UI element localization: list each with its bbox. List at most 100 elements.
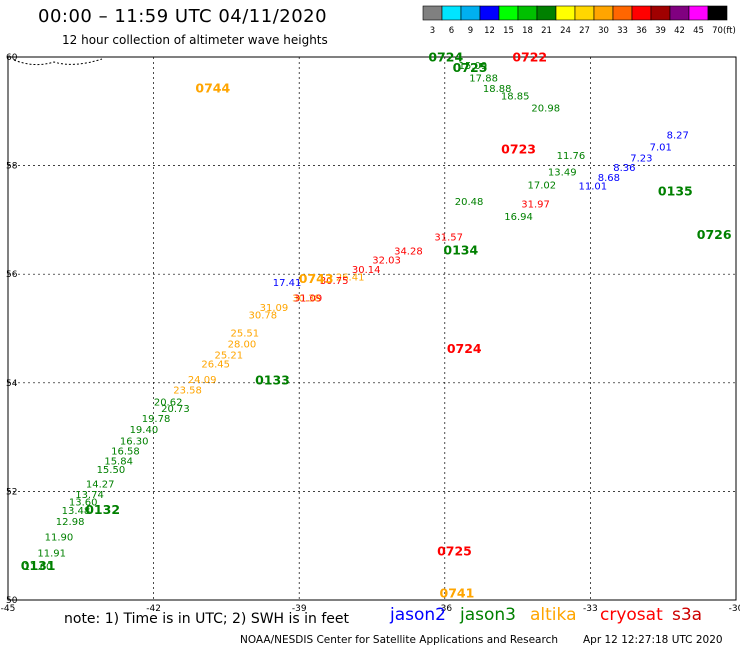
legend-jason3: jason3 bbox=[460, 605, 516, 625]
footer-note: note: 1) Time is in UTC; 2) SWH is in fe… bbox=[64, 611, 350, 627]
y-tick-label: 60 bbox=[6, 53, 18, 63]
colorbar-swatch bbox=[650, 5, 671, 21]
colorbar-swatch bbox=[441, 5, 462, 21]
colorbar-label: 30 bbox=[598, 26, 609, 36]
legend-altika: altika bbox=[530, 605, 577, 625]
wave-height-point: 31.09 bbox=[294, 293, 323, 304]
y-tick-label: 50 bbox=[6, 596, 18, 606]
colorbar-label: 21 bbox=[541, 26, 552, 36]
wave-height-point: 25.51 bbox=[231, 329, 260, 340]
pass-label: 0724 bbox=[447, 341, 482, 356]
colorbar-swatch bbox=[707, 5, 728, 21]
wave-height-point: 11.60 bbox=[24, 562, 53, 573]
pass-label: 0743 bbox=[299, 271, 334, 286]
wave-height-point: 30.38 bbox=[292, 293, 321, 304]
wave-height-point: 11.91 bbox=[37, 549, 66, 560]
wave-height-point: 20.98 bbox=[531, 103, 560, 114]
colorbar-label: 45 bbox=[693, 26, 704, 36]
colorbar-swatch bbox=[555, 5, 576, 21]
pass-label: 0132 bbox=[85, 502, 120, 517]
colorbar-label: 15 bbox=[503, 26, 514, 36]
coastline bbox=[13, 58, 103, 66]
wave-height-point: 8.36 bbox=[613, 163, 635, 174]
generated-timestamp: Apr 12 12:27:18 UTC 2020 bbox=[583, 634, 723, 646]
wave-height-point: 25.21 bbox=[215, 350, 244, 361]
pass-label: 0722 bbox=[512, 49, 547, 64]
x-tick-label: -36 bbox=[437, 604, 452, 614]
colorbar-swatch bbox=[460, 5, 481, 21]
wave-height-point: 13.60 bbox=[69, 498, 98, 509]
colorbar-label: 70 bbox=[712, 26, 723, 36]
colorbar-swatch bbox=[593, 5, 614, 21]
colorbar-label: 9 bbox=[468, 26, 473, 36]
x-tick-label: -33 bbox=[583, 604, 598, 614]
pass-label: 0744 bbox=[195, 80, 230, 95]
colorbar-swatch bbox=[669, 5, 690, 21]
wave-height-point: 12.98 bbox=[56, 517, 85, 528]
pass-label: 0724 bbox=[428, 49, 463, 64]
y-tick-label: 56 bbox=[6, 270, 18, 280]
colorbar-label: 18 bbox=[522, 26, 533, 36]
wave-height-point: 20.73 bbox=[161, 404, 190, 415]
wave-height-point: 7.23 bbox=[630, 153, 652, 164]
chart-subtitle: 12 hour collection of altimeter wave hei… bbox=[62, 33, 328, 47]
wave-height-point: 17.41 bbox=[273, 278, 302, 289]
y-tick-label: 58 bbox=[6, 162, 18, 172]
wave-height-point: 23.58 bbox=[173, 386, 202, 397]
y-tick-label: 54 bbox=[6, 379, 18, 389]
legend-s3a: s3a bbox=[672, 605, 703, 625]
colorbar-label: 27 bbox=[579, 26, 590, 36]
colorbar-label: 42 bbox=[674, 26, 685, 36]
wave-height-point: 15.84 bbox=[104, 456, 133, 467]
wave-height-point: 11.76 bbox=[557, 151, 586, 162]
pass-label: 0726 bbox=[697, 227, 732, 242]
y-tick-label: 52 bbox=[6, 487, 17, 497]
wave-height-point: 16.30 bbox=[120, 437, 149, 448]
wave-height-point: 20.48 bbox=[455, 197, 484, 208]
wave-height-point: 26.41 bbox=[336, 273, 365, 284]
colorbar-swatch bbox=[688, 5, 709, 21]
colorbar-swatch bbox=[422, 5, 443, 21]
colorbar-unit: (ft) bbox=[723, 26, 736, 36]
wave-height-point: 24.09 bbox=[188, 375, 217, 386]
colorbar-label: 24 bbox=[560, 26, 571, 36]
colorbar-swatch bbox=[612, 5, 633, 21]
wave-height-point: 26.45 bbox=[201, 360, 230, 371]
wave-height-point: 19.78 bbox=[142, 414, 171, 425]
legend-cryosat: cryosat bbox=[600, 605, 663, 625]
pass-label: 0135 bbox=[658, 183, 693, 198]
colorbar-label: 36 bbox=[636, 26, 647, 36]
wave-height-point: 13.48 bbox=[62, 506, 91, 517]
colorbar-label: 3 bbox=[430, 26, 435, 36]
credit-line: NOAA/NESDIS Center for Satellite Applica… bbox=[240, 634, 558, 646]
chart-title: 00:00 – 11:59 UTC 04/11/2020 bbox=[38, 6, 328, 27]
wave-height-point: 15.09 bbox=[459, 61, 488, 72]
x-tick-label: -30 bbox=[729, 604, 740, 614]
x-tick-label: -45 bbox=[1, 604, 16, 614]
x-tick-label: -39 bbox=[292, 604, 307, 614]
colorbar-swatch bbox=[536, 5, 557, 21]
wave-height-point: 30.78 bbox=[248, 311, 277, 322]
colorbar-label: 39 bbox=[655, 26, 666, 36]
wave-height-point: 7.01 bbox=[650, 142, 672, 153]
wave-height-point: 8.27 bbox=[667, 130, 689, 141]
plot-frame bbox=[7, 56, 737, 601]
colorbar-swatch bbox=[479, 5, 500, 21]
wave-height-point: 11.01 bbox=[579, 181, 608, 192]
wave-height-point: 31.09 bbox=[260, 303, 289, 314]
pass-label: 0133 bbox=[255, 372, 290, 387]
wave-height-point: 15.50 bbox=[97, 465, 126, 476]
colorbar-label: 6 bbox=[449, 26, 454, 36]
wave-height-point: 17.02 bbox=[528, 180, 557, 191]
colorbar-label: 12 bbox=[484, 26, 495, 36]
colorbar-label: 33 bbox=[617, 26, 628, 36]
pass-label: 0725 bbox=[437, 543, 472, 558]
wave-height-point: 30.14 bbox=[352, 265, 381, 276]
wave-height-point: 14.27 bbox=[86, 480, 115, 491]
wave-height-point: 32.03 bbox=[372, 255, 401, 266]
wave-height-point: 20.62 bbox=[154, 398, 183, 409]
wave-height-point: 11.90 bbox=[45, 532, 74, 543]
colorbar-swatch bbox=[574, 5, 595, 21]
pass-label: 0725 bbox=[453, 60, 488, 75]
